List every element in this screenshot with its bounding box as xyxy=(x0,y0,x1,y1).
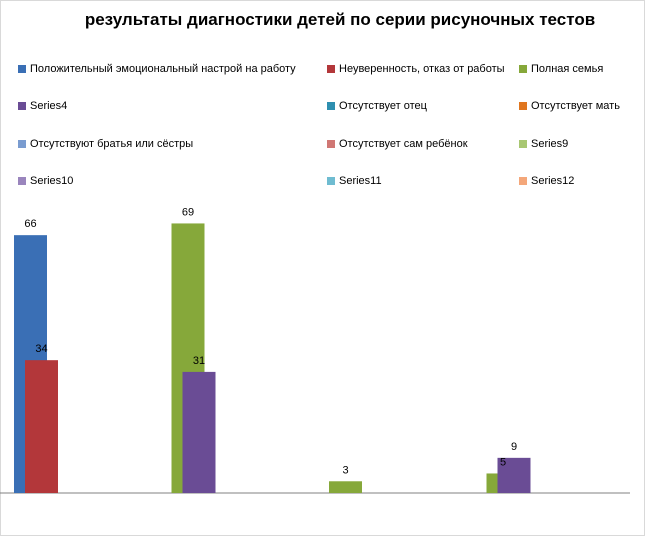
legend-item: Положительный эмоциональный настрой на р… xyxy=(18,63,296,75)
legend-swatch xyxy=(18,102,26,110)
legend-item: Series10 xyxy=(18,175,73,187)
legend-swatch xyxy=(18,140,26,148)
legend-item: Полная семья xyxy=(519,63,603,75)
legend-item: Отсутствует сам ребёнок xyxy=(327,138,468,150)
legend-label: Series9 xyxy=(531,138,569,150)
legend-item: Неуверенность, отказ от работы xyxy=(327,63,505,75)
legend-label: Неуверенность, отказ от работы xyxy=(339,63,505,75)
legend-label: Положительный эмоциональный настрой на р… xyxy=(30,63,296,75)
legend-swatch xyxy=(519,65,527,73)
data-label: 31 xyxy=(193,355,205,367)
legend-swatch xyxy=(519,177,527,185)
legend-swatch xyxy=(327,102,335,110)
data-label: 5 xyxy=(500,456,506,468)
bar xyxy=(497,457,531,493)
legend-swatch xyxy=(327,177,335,185)
legend-item: Отсутствует отец xyxy=(327,100,427,112)
legend-item: Series11 xyxy=(327,175,382,187)
legend-label: Series11 xyxy=(339,175,382,187)
data-label: 34 xyxy=(35,343,47,355)
legend-swatch xyxy=(519,102,527,110)
legend-label: Полная семья xyxy=(531,63,604,75)
legend-label: Отсутствует сам ребёнок xyxy=(339,138,468,150)
legend-label: Отсутствует мать xyxy=(531,100,620,112)
legend-item: Отсутствуют братья или сёстры xyxy=(18,138,193,150)
legend-label: Series10 xyxy=(30,175,74,187)
data-label: 9 xyxy=(511,441,517,453)
legend-item: Series12 xyxy=(519,175,574,187)
legend-label: Series12 xyxy=(531,175,575,187)
legend-swatch xyxy=(327,140,335,148)
chart-title: результаты диагностики детей по серии ри… xyxy=(84,10,596,29)
bar xyxy=(329,481,362,493)
data-label: 66 xyxy=(24,218,36,230)
bar xyxy=(182,371,216,493)
legend-item: Отсутствует мать xyxy=(519,100,620,112)
legend-label: Отсутствует отец xyxy=(339,100,427,112)
legend-item: Series4 xyxy=(18,100,67,112)
legend-swatch xyxy=(18,177,26,185)
data-label: 69 xyxy=(182,206,194,218)
legend-swatch xyxy=(327,65,335,73)
data-label: 3 xyxy=(342,464,348,476)
legend-swatch xyxy=(519,140,527,148)
legend-label: Series4 xyxy=(30,100,68,112)
bar xyxy=(25,360,58,493)
legend-label: Отсутствуют братья или сёстры xyxy=(30,138,194,150)
legend-swatch xyxy=(18,65,26,73)
legend-item: Series9 xyxy=(519,138,568,150)
